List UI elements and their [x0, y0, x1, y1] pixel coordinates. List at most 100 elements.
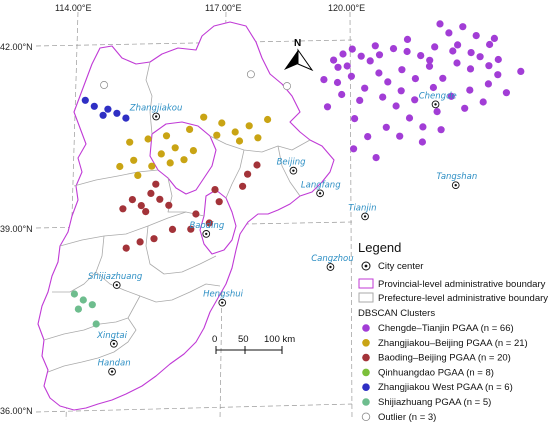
point-chengde-tianjin-5 — [343, 62, 351, 70]
point-chengde-tianjin-54 — [334, 63, 342, 71]
point-zhangjiakou-beijing-19 — [235, 137, 244, 145]
point-zhangjiakou-beijing-5 — [166, 159, 174, 167]
point-chengde-tianjin-28 — [384, 78, 392, 86]
point-outlier-0 — [246, 70, 255, 79]
city-label-baoding: Baoding — [189, 221, 224, 231]
point-chengde-tianjin-35 — [502, 89, 510, 97]
city-shijiazhuang: Shijiazhuang — [88, 272, 143, 289]
point-zhangjiakou-beijing-15 — [213, 131, 221, 139]
point-chengde-tianjin-39 — [405, 114, 414, 122]
point-chengde-tianjin-40 — [382, 123, 390, 131]
point-zhangjiakou-beijing-10 — [144, 135, 152, 143]
point-chengde-tianjin-16 — [459, 23, 467, 31]
point-outlier-2 — [100, 81, 109, 89]
point-zhangjiakou-beijing-9 — [126, 138, 134, 146]
point-chengde-tianjin-15 — [436, 20, 444, 28]
point-chengde-tianjin-48 — [439, 74, 447, 82]
city-label-beijing: Beijing — [277, 158, 307, 168]
legend-cluster-label: Qinhuangdao PGAA (n = 8) — [378, 367, 494, 378]
point-baoding-beijing-6 — [165, 201, 173, 209]
point-chengde-tianjin-33 — [466, 86, 474, 94]
point-chengde-tianjin-20 — [453, 59, 461, 67]
scale-bar: 0 50 100 km — [212, 334, 295, 354]
point-zhangjiakou-beijing-18 — [254, 134, 262, 142]
point-zhangjiakou-beijing-11 — [162, 132, 171, 140]
provincial-boundaries — [37, 21, 335, 411]
legend-cluster-5: Shijiazhuang PGAA (n = 5) — [362, 397, 491, 408]
point-zhangjiakou-west-2 — [104, 105, 112, 113]
point-chengde-tianjin-29 — [397, 87, 405, 95]
legend-cluster-swatch — [362, 398, 370, 406]
city-center-dot — [434, 103, 437, 106]
point-baoding-beijing-12 — [168, 225, 177, 233]
point-baoding-beijing-4 — [142, 208, 150, 216]
point-chengde-tianjin-47 — [466, 65, 475, 73]
point-chengde-tianjin-59 — [320, 76, 328, 84]
point-zhangjiakou-beijing-6 — [180, 156, 188, 164]
legend-title: Legend — [358, 240, 401, 255]
point-chengde-tianjin-38 — [433, 108, 441, 116]
point-chengde-tianjin-8 — [403, 47, 411, 56]
point-baoding-beijing-8 — [211, 186, 219, 194]
point-baoding-beijing-10 — [192, 210, 200, 218]
point-zhangjiakou-beijing-0 — [116, 162, 124, 171]
prefecture-line-xingtai — [43, 295, 141, 341]
grid-lat-36 — [35, 403, 353, 413]
point-chengde-tianjin-32 — [447, 92, 455, 100]
point-chengde-tianjin-60 — [371, 42, 379, 50]
point-zhangjiakou-west-0 — [81, 96, 89, 104]
point-chengde-tianjin-25 — [333, 78, 342, 87]
north-arrow-right-half — [297, 48, 314, 72]
city-handan: Handan — [98, 359, 131, 376]
point-baoding-beijing-1 — [137, 202, 145, 210]
prefecture-line-chengde-south — [209, 135, 311, 153]
point-zhangjiakou-west-3 — [113, 109, 121, 117]
legend-cluster-label: Zhangjiakou–Beijing PGAA (n = 21) — [378, 338, 528, 349]
point-chengde-tianjin-3 — [330, 56, 338, 64]
point-chengde-tianjin-41 — [396, 132, 404, 140]
lat-label-36: 36.00°N — [0, 406, 33, 416]
legend-cluster-swatch — [362, 353, 370, 362]
city-label-langfang: Langfang — [301, 180, 341, 190]
point-chengde-tianjin-11 — [449, 47, 457, 55]
grid-lat-42 — [35, 39, 353, 47]
point-chengde-tianjin-61 — [403, 35, 412, 44]
city-tangshan: Tangshan — [437, 172, 478, 190]
prefecture-boundaries — [43, 61, 311, 373]
north-arrow: N — [284, 38, 314, 72]
point-chengde-tianjin-22 — [398, 66, 406, 74]
point-chengde-tianjin-34 — [484, 80, 492, 88]
city-label-zhangjiakou: Zhangjiakou — [129, 104, 183, 114]
point-chengde-tianjin-44 — [364, 133, 372, 141]
point-zhangjiakou-west-1 — [90, 102, 98, 110]
city-center-dot — [205, 232, 208, 236]
lat-label-42: 42.00°N — [0, 42, 33, 52]
point-chengde-tianjin-62 — [485, 62, 493, 70]
city-chengde: Chengde — [419, 91, 457, 109]
point-chengde-tianjin-26 — [361, 84, 369, 92]
legend-cluster-swatch — [362, 368, 370, 377]
point-shijiazhuang-3 — [88, 301, 96, 309]
legend-city-center-label: City center — [378, 261, 423, 272]
prefecture-line-cangzhou — [145, 225, 217, 275]
city-label-shijiazhuang: Shijiazhuang — [88, 272, 143, 282]
point-zhangjiakou-beijing-3 — [148, 162, 156, 170]
point-chengde-tianjin-50 — [517, 67, 525, 75]
point-chengde-tianjin-46 — [372, 154, 380, 162]
point-zhangjiakou-beijing-17 — [245, 122, 253, 130]
prefecture-line-qinhuangdao — [277, 145, 301, 197]
point-chengde-tianjin-13 — [486, 40, 494, 49]
point-baoding-beijing-15 — [150, 235, 158, 243]
point-zhangjiakou-beijing-7 — [189, 147, 197, 155]
city-center-dot — [110, 370, 114, 373]
city-center-dot — [329, 265, 332, 269]
point-chengde-tianjin-37 — [461, 104, 469, 112]
point-chengde-tianjin-6 — [375, 51, 384, 59]
city-tianjin: Tianjin — [348, 203, 377, 221]
city-label-tangshan: Tangshan — [437, 172, 478, 182]
point-zhangjiakou-beijing-14 — [218, 119, 226, 127]
point-zhangjiakou-beijing-8 — [171, 144, 179, 152]
legend-cluster-4: Zhangjiakou West PGAA (n = 6) — [362, 382, 513, 393]
prefecture-line-handan — [47, 317, 137, 373]
